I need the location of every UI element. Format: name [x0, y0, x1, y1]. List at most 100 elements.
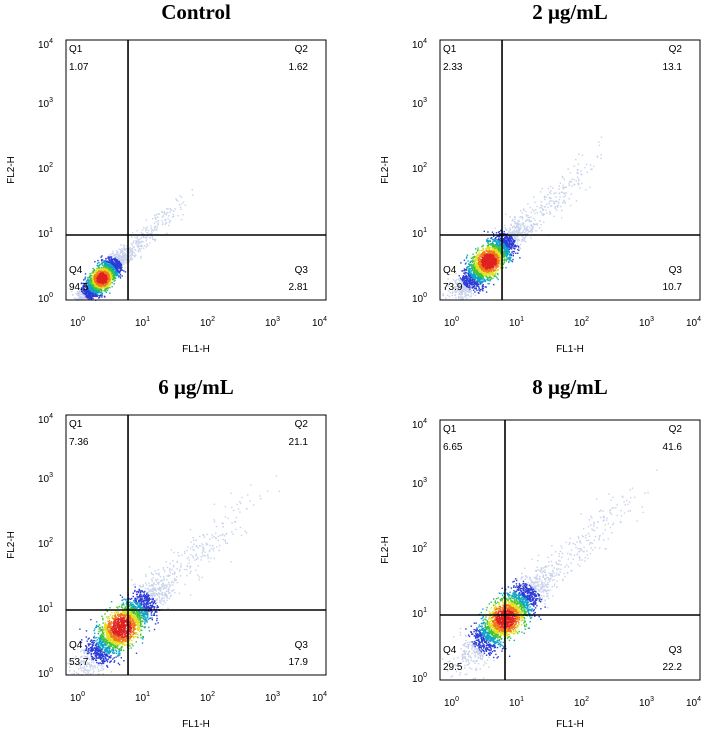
event-point — [95, 289, 97, 291]
event-point — [104, 280, 106, 282]
event-point — [101, 269, 104, 271]
event-point — [465, 257, 468, 259]
event-point — [478, 264, 481, 267]
event-point — [483, 278, 486, 280]
event-point — [513, 229, 515, 232]
event-point — [500, 229, 502, 232]
event-point — [473, 256, 476, 259]
event-point — [104, 286, 106, 289]
event-point — [94, 270, 96, 272]
event-point — [128, 248, 130, 251]
event-point — [524, 232, 526, 234]
event-point — [481, 262, 483, 264]
event-point — [138, 249, 140, 251]
event-point — [106, 281, 109, 283]
event-point — [503, 256, 505, 258]
event-point — [480, 276, 482, 278]
q1-name: Q1 — [69, 44, 83, 55]
event-point — [107, 257, 109, 259]
event-point — [555, 200, 557, 203]
event-point — [163, 211, 165, 213]
event-point — [88, 293, 90, 296]
event-point — [491, 249, 493, 251]
event-point — [495, 252, 497, 254]
event-point — [81, 291, 84, 293]
event-point — [513, 236, 516, 238]
event-point — [462, 275, 465, 277]
event-point — [481, 287, 483, 289]
event-point — [482, 277, 484, 279]
event-point — [151, 230, 153, 232]
event-point — [129, 258, 132, 261]
event-point — [478, 289, 480, 291]
event-point — [133, 240, 135, 242]
event-point — [165, 214, 167, 216]
event-point — [486, 260, 488, 263]
event-point — [99, 280, 101, 282]
event-point — [496, 248, 499, 250]
event-point — [505, 213, 507, 215]
event-point — [493, 270, 495, 272]
event-point — [88, 288, 90, 291]
event-point — [123, 245, 126, 247]
event-point — [511, 242, 513, 244]
event-point — [539, 220, 541, 222]
event-point — [547, 187, 550, 190]
event-point — [90, 281, 92, 283]
event-point — [96, 295, 98, 297]
event-point — [475, 252, 477, 254]
event-point — [522, 223, 524, 225]
event-point — [460, 298, 462, 300]
event-point — [503, 253, 506, 255]
event-point — [519, 215, 521, 218]
event-point — [100, 272, 102, 275]
event-point — [486, 253, 488, 256]
event-point — [107, 276, 109, 278]
event-point — [505, 241, 508, 243]
event-point — [120, 264, 122, 266]
event-point — [515, 245, 517, 248]
event-point — [469, 290, 471, 292]
event-point — [508, 256, 511, 259]
event-point — [515, 235, 517, 238]
event-point — [518, 220, 520, 222]
event-point — [123, 248, 126, 250]
event-point — [527, 214, 529, 217]
event-point — [463, 284, 465, 286]
event-point — [97, 265, 100, 267]
event-point — [80, 282, 83, 285]
panel-title: Control — [161, 0, 231, 24]
event-point — [465, 274, 467, 277]
event-point — [526, 229, 528, 232]
event-point — [517, 252, 519, 254]
event-point — [499, 243, 501, 246]
event-point — [118, 260, 120, 262]
event-point — [512, 233, 514, 235]
event-point — [536, 224, 539, 226]
event-point — [141, 240, 143, 243]
event-point — [125, 257, 127, 260]
event-point — [447, 285, 449, 287]
event-point — [114, 276, 116, 279]
event-point — [470, 295, 472, 297]
event-point — [75, 293, 77, 295]
event-point — [477, 276, 479, 278]
event-point — [106, 271, 109, 274]
event-point — [493, 249, 495, 252]
event-point — [461, 289, 464, 291]
event-point — [482, 262, 485, 264]
event-point — [107, 280, 109, 282]
event-point — [126, 245, 128, 247]
event-point — [101, 260, 103, 262]
event-point — [458, 296, 460, 298]
event-point — [481, 255, 483, 257]
event-point — [98, 267, 100, 269]
event-point — [473, 270, 475, 272]
event-point — [137, 243, 139, 245]
event-point — [504, 236, 506, 239]
event-point — [116, 262, 119, 265]
event-point — [125, 262, 127, 264]
event-point — [536, 205, 538, 208]
scatter-points — [441, 136, 603, 301]
event-point — [104, 264, 106, 266]
